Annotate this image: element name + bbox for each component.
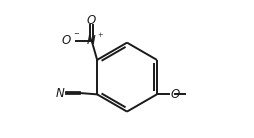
Text: $O$: $O$ [170,88,181,101]
Text: $O$: $O$ [61,34,72,47]
Text: $N$: $N$ [87,34,97,47]
Text: $^+$: $^+$ [96,33,104,43]
Text: $^-$: $^-$ [72,31,81,41]
Text: $N$: $N$ [55,87,65,99]
Text: $O$: $O$ [86,14,97,27]
